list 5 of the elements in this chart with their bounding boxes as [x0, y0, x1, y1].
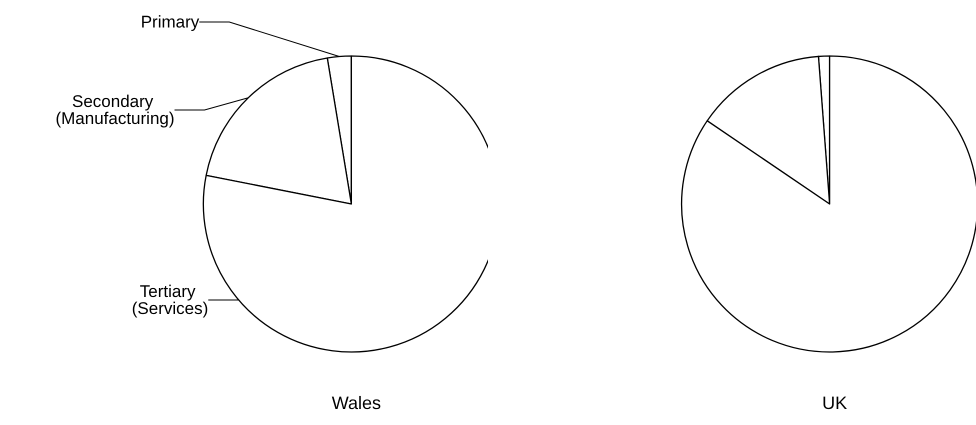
slice-label: Primary: [140, 12, 200, 32]
slice-label: Secondary (Manufacturing): [55, 92, 175, 128]
text: Wales: [332, 393, 382, 413]
text: UK: [822, 393, 848, 413]
slice-label: Tertiary (Services): [132, 282, 208, 318]
